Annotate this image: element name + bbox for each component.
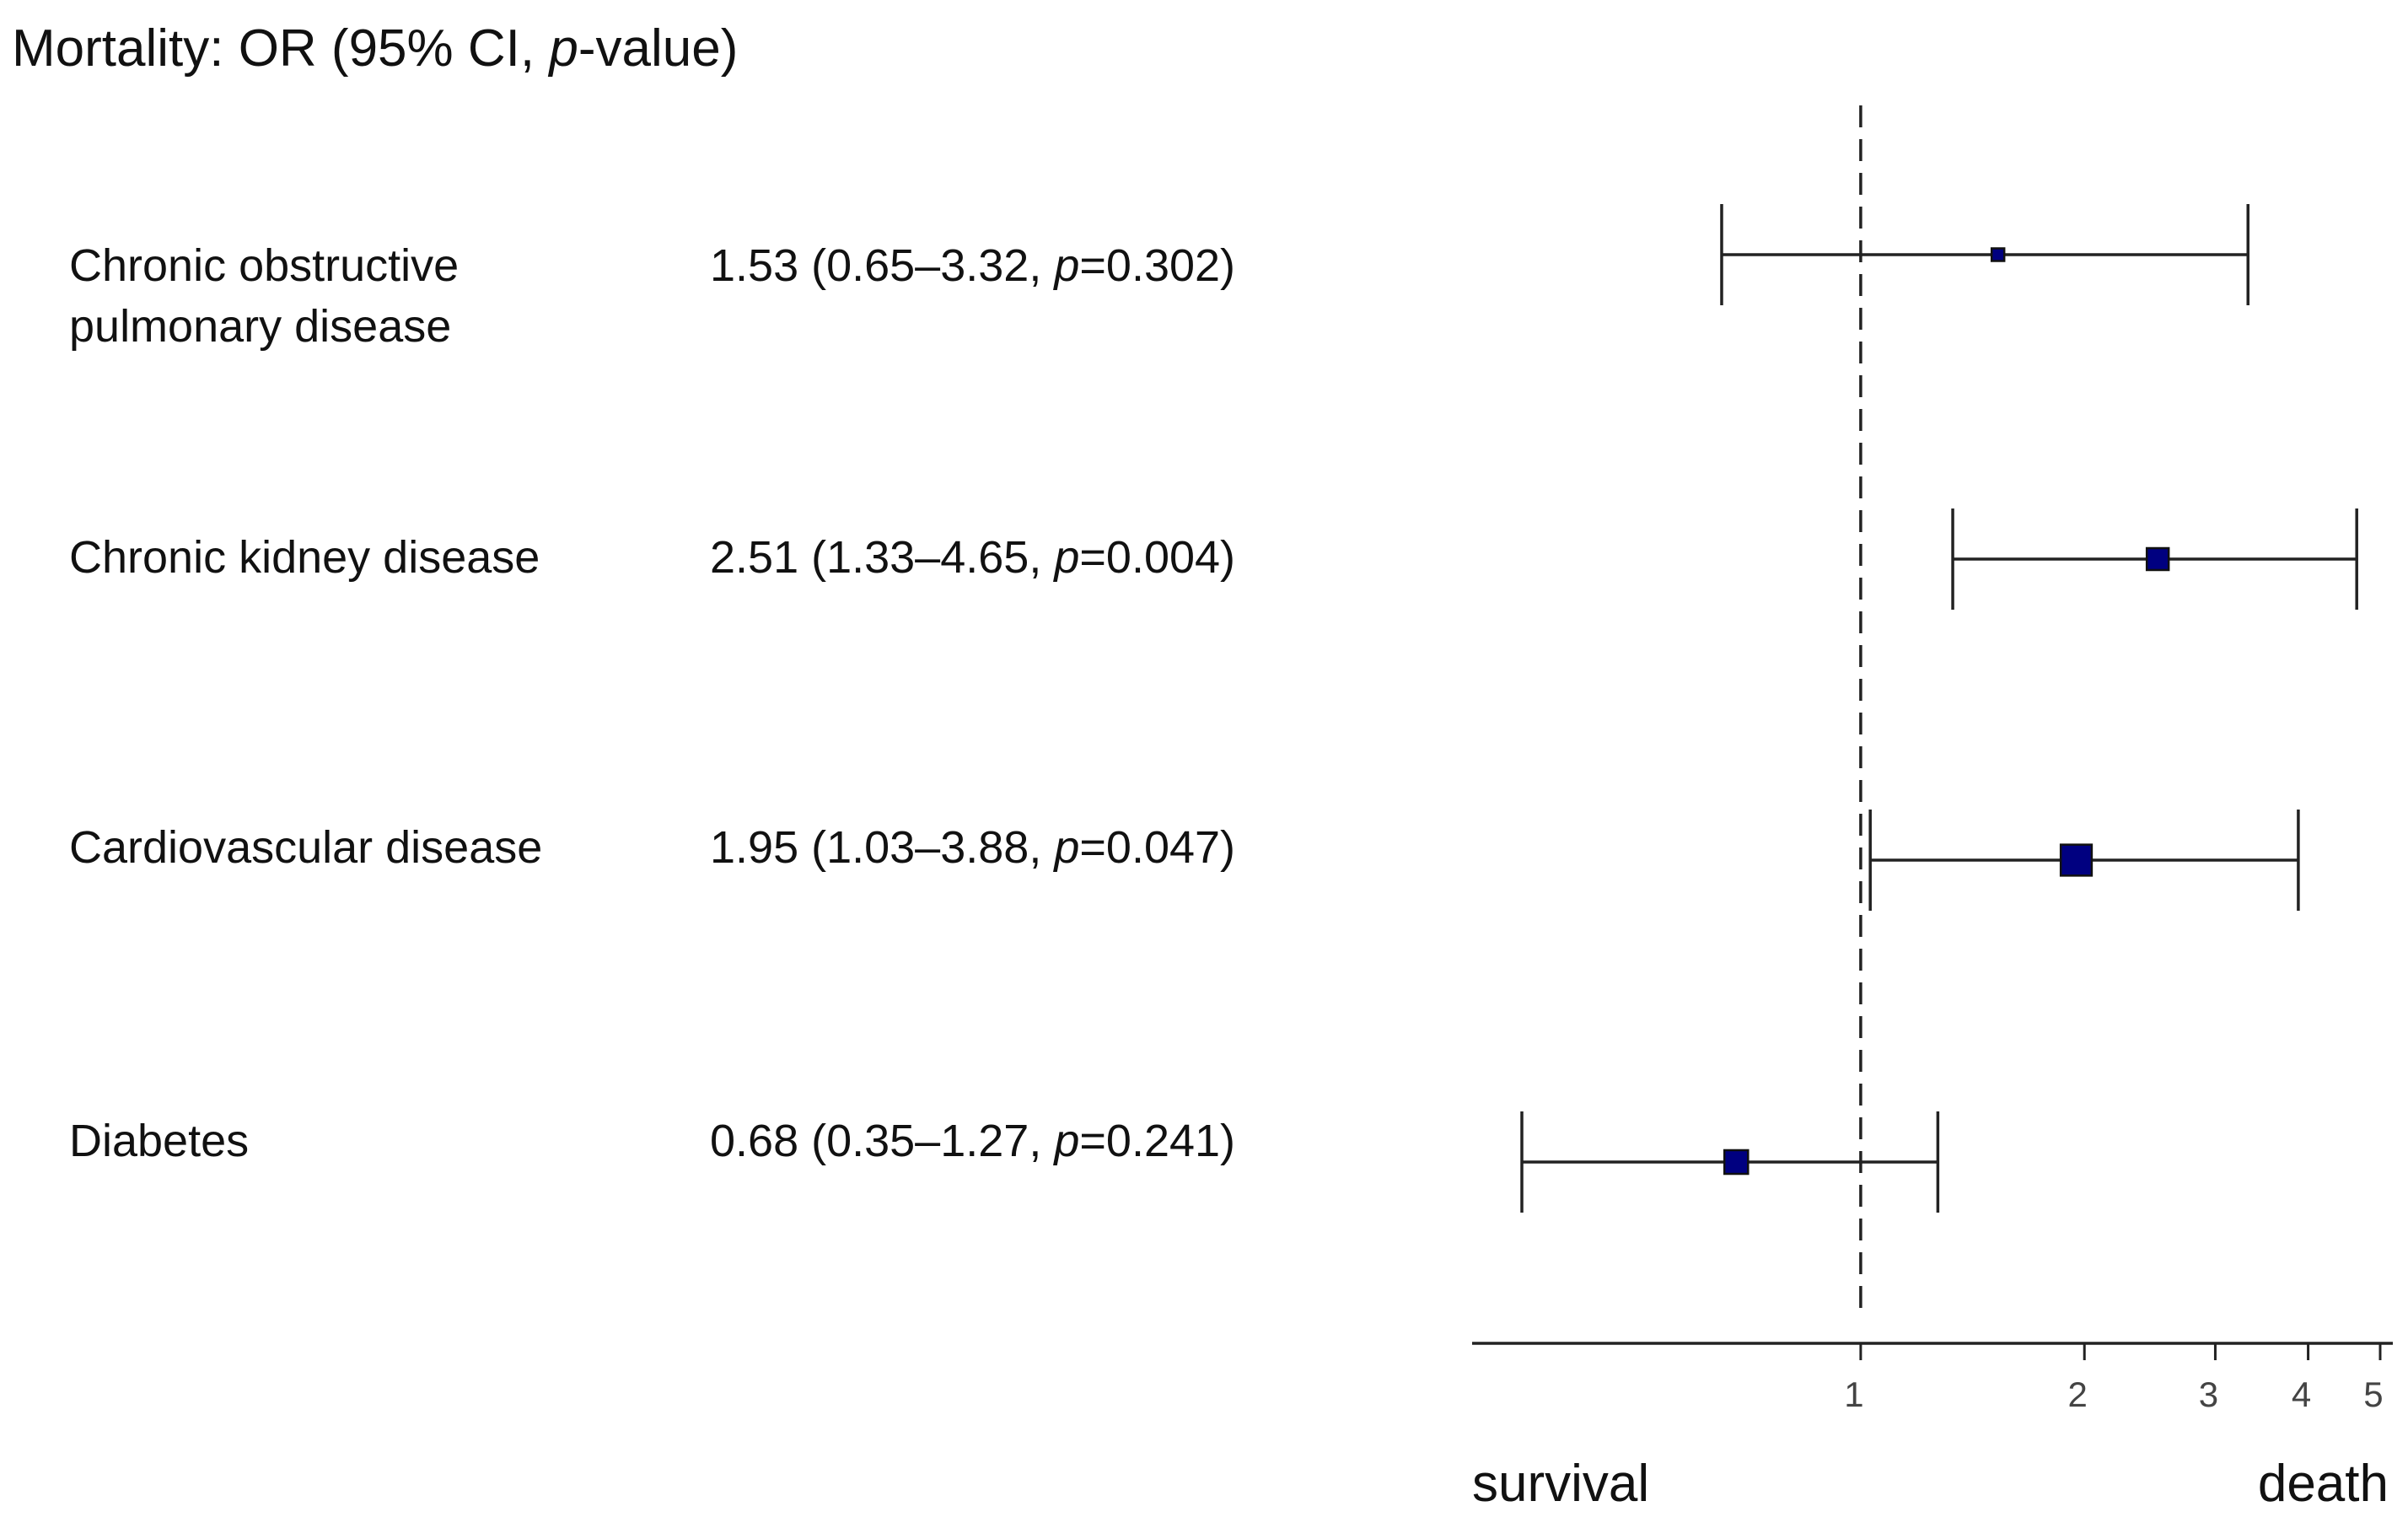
forest-row: Chronic obstructive pulmonary disease 1.53… xyxy=(69,204,2249,352)
row-stat: 1.95 (1.03–3.88, p=0.047) xyxy=(710,822,1235,873)
row-label: Chronic kidney disease xyxy=(69,532,540,583)
x-ticks: 1 2 3 4 5 xyxy=(1844,1343,2384,1414)
forest-row: Chronic kidney disease 2.51 (1.33–4.65, p… xyxy=(69,508,2358,610)
row-stat-prefix: 1.53 (0.65–3.32, xyxy=(710,240,1054,291)
death-label: death xyxy=(2258,1455,2389,1513)
row-stat: 2.51 (1.33–4.65, p=0.004) xyxy=(710,532,1235,583)
survival-label: survival xyxy=(1472,1455,1649,1513)
row-stat-prefix: 2.51 (1.33–4.65, xyxy=(710,532,1054,583)
row-stat-p: p xyxy=(1052,822,1079,873)
x-tick-label: 3 xyxy=(2199,1375,2218,1414)
row-stat-p: p xyxy=(1052,532,1079,583)
x-tick-label: 4 xyxy=(2292,1375,2311,1414)
forest-row: Diabetes 0.68 (0.35–1.27, p=0.241) xyxy=(69,1111,1940,1213)
row-label: Cardiovascular disease xyxy=(69,822,542,873)
row-stat-suffix: =0.047) xyxy=(1079,822,1235,873)
chart-title: Mortality: OR (95% CI, p-value) xyxy=(12,19,738,78)
chart-title-suffix: -value) xyxy=(578,19,739,78)
row-label: Diabetes xyxy=(69,1116,249,1166)
forest-row: Cardiovascular disease 1.95 (1.03–3.88, p… xyxy=(69,810,2300,911)
rows-layer: Chronic obstructive pulmonary disease 1.53… xyxy=(69,204,2358,1213)
or-marker xyxy=(1723,1149,1750,1176)
row-stat-p: p xyxy=(1052,240,1079,291)
or-marker xyxy=(2145,546,2170,572)
or-marker xyxy=(2059,843,2094,877)
row-stat-suffix: =0.241) xyxy=(1079,1116,1235,1166)
row-stat-prefix: 1.95 (1.03–3.88, xyxy=(710,822,1054,873)
row-stat-prefix: 0.68 (0.35–1.27, xyxy=(710,1116,1054,1166)
row-stat: 0.68 (0.35–1.27, p=0.241) xyxy=(710,1116,1235,1166)
x-tick-label: 1 xyxy=(1844,1375,1863,1414)
row-label: pulmonary disease xyxy=(69,301,451,352)
chart-title-p: p xyxy=(547,19,578,78)
row-label: Chronic obstructive xyxy=(69,240,459,291)
x-tick-label: 2 xyxy=(2068,1375,2088,1414)
row-stat-p: p xyxy=(1052,1116,1079,1166)
row-stat: 1.53 (0.65–3.32, p=0.302) xyxy=(710,240,1235,291)
x-tick-label: 5 xyxy=(2363,1375,2383,1414)
or-marker xyxy=(1990,247,2006,262)
row-stat-suffix: =0.004) xyxy=(1079,532,1235,583)
row-stat-suffix: =0.302) xyxy=(1079,240,1235,291)
chart-title-prefix: Mortality: OR (95% CI, xyxy=(12,19,549,78)
